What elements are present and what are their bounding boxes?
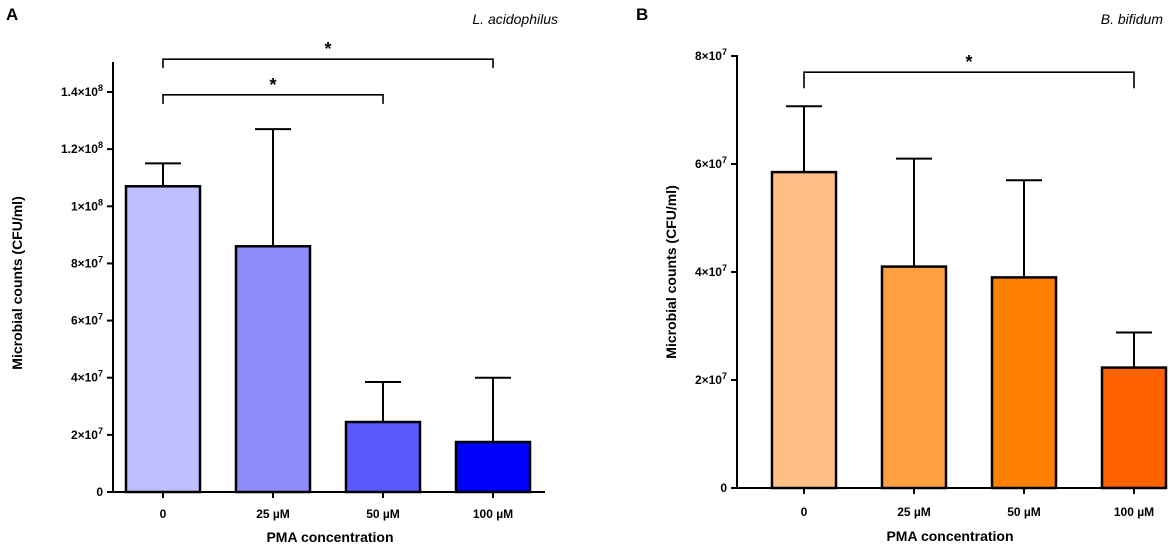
y-tick-exponent: 8 bbox=[98, 83, 103, 93]
panel-a-category-label: 0 bbox=[160, 507, 167, 521]
panel-a-bar bbox=[454, 440, 532, 494]
y-tick-exponent: 7 bbox=[98, 312, 103, 322]
panel-b-y-tick-label: 0 bbox=[720, 481, 727, 495]
y-tick-base: 8×10 bbox=[71, 256, 98, 270]
y-tick-exponent: 7 bbox=[722, 155, 727, 165]
y-tick-base: 1.4×10 bbox=[61, 85, 98, 99]
panel-a-y-tick-label: 0 bbox=[96, 485, 103, 499]
panel-a-significance-bracket bbox=[162, 58, 494, 69]
panel-a-species: L. acidophilus bbox=[472, 11, 558, 27]
panel-b-y-tick-label: 8×107 bbox=[695, 47, 727, 63]
panel-b-species: B. bifidum bbox=[1101, 11, 1164, 27]
y-tick-base: 0 bbox=[720, 481, 727, 495]
panel-b-y-tick-label: 4×107 bbox=[695, 263, 727, 279]
panel-a-letter: A bbox=[6, 5, 18, 24]
panel-b-bar bbox=[770, 170, 838, 490]
panel-b-bar bbox=[990, 276, 1058, 490]
y-tick-exponent: 7 bbox=[722, 263, 727, 273]
y-tick-exponent: 7 bbox=[722, 371, 727, 381]
panel-a-y-tick-label: 1.4×108 bbox=[61, 83, 103, 99]
panel-a-y-tick-label: 2×107 bbox=[71, 426, 103, 442]
panel-b-bar bbox=[1100, 366, 1168, 490]
panel-a-y-tick-label: 1.2×108 bbox=[61, 140, 103, 156]
panel-b-category-label: 50 µM bbox=[1007, 505, 1041, 519]
panel-b-category-label: 100 µM bbox=[1114, 505, 1154, 519]
y-tick-exponent: 7 bbox=[98, 426, 103, 436]
panel-b-y-tick-label: 2×107 bbox=[695, 371, 727, 387]
panel-a-y-tick-label: 1×108 bbox=[71, 197, 103, 213]
panel-b-category-label: 25 µM bbox=[897, 505, 931, 519]
panel-b-category-label: 0 bbox=[801, 505, 808, 519]
panel-a-y-tick-label: 6×107 bbox=[71, 312, 103, 328]
y-tick-base: 6×10 bbox=[71, 314, 98, 328]
y-tick-exponent: 7 bbox=[98, 369, 103, 379]
panel-a-y-axis-title: Microbial counts (CFU/ml) bbox=[9, 196, 25, 369]
panel-b-y-tick-label: 6×107 bbox=[695, 155, 727, 171]
y-tick-exponent: 8 bbox=[98, 197, 103, 207]
y-tick-base: 2×10 bbox=[71, 428, 98, 442]
y-tick-exponent: 7 bbox=[98, 254, 103, 264]
y-tick-base: 6×10 bbox=[695, 157, 722, 171]
panel-b-x-axis-title: PMA concentration bbox=[886, 528, 1013, 544]
panel-a-category-label: 100 µM bbox=[473, 507, 513, 521]
panel-a-significance-label: * bbox=[324, 39, 331, 59]
panel-b-y-axis-title: Microbial counts (CFU/ml) bbox=[663, 185, 679, 358]
panel-a-y-tick-label: 8×107 bbox=[71, 254, 103, 270]
panel-b-significance-label: * bbox=[965, 52, 972, 72]
panel-a-bar bbox=[124, 185, 202, 494]
panel-b-significance-bracket bbox=[803, 71, 1135, 89]
y-tick-base: 0 bbox=[96, 485, 103, 499]
panel-a-x-axis-title: PMA concentration bbox=[266, 529, 393, 545]
panel-a-y-tick-label: 4×107 bbox=[71, 369, 103, 385]
panel-a-significance-label: * bbox=[269, 75, 276, 95]
panel-b-letter: B bbox=[636, 5, 648, 24]
y-tick-base: 1×10 bbox=[71, 199, 98, 213]
y-tick-base: 1.2×10 bbox=[61, 142, 98, 156]
panel-a-bar bbox=[344, 420, 422, 494]
panel-a-bar bbox=[234, 245, 312, 494]
y-tick-base: 8×10 bbox=[695, 49, 722, 63]
y-tick-base: 4×10 bbox=[71, 371, 98, 385]
panel-a-category-label: 25 µM bbox=[256, 507, 290, 521]
y-tick-base: 2×10 bbox=[695, 373, 722, 387]
panel-a-category-label: 50 µM bbox=[366, 507, 400, 521]
y-tick-exponent: 8 bbox=[98, 140, 103, 150]
panel-b-bar bbox=[880, 265, 948, 490]
y-tick-base: 4×10 bbox=[695, 265, 722, 279]
panel-a-significance-bracket bbox=[162, 94, 384, 104]
y-tick-exponent: 7 bbox=[722, 47, 727, 57]
panel-a-chart: 02×1074×1076×1078×1071×1081.2×1081.4×108… bbox=[61, 39, 545, 521]
